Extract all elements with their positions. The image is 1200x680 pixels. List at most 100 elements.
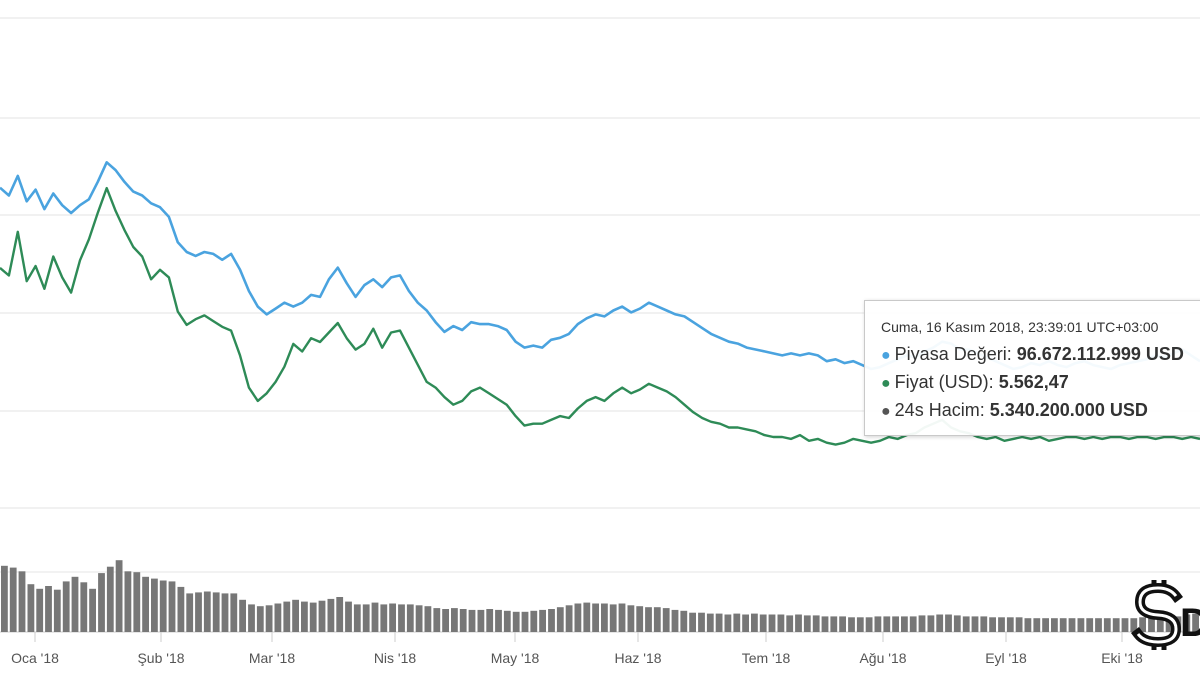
- volume-bar: [812, 615, 820, 632]
- volume-bar: [918, 615, 926, 632]
- volume-bar: [468, 609, 476, 632]
- svg-text:D: D: [1180, 601, 1200, 645]
- volume-bar: [998, 617, 1005, 632]
- volume-bar: [106, 566, 114, 632]
- volume-bar: [698, 612, 705, 632]
- volume-bar: [345, 601, 352, 632]
- volume-bar: [892, 616, 899, 632]
- volume-bar: [830, 616, 838, 632]
- volume-bar: [786, 615, 794, 632]
- tooltip-label: Fiyat (USD): [894, 372, 989, 392]
- volume-bar: [459, 609, 467, 632]
- tooltip-label: 24s Hacim: [894, 400, 980, 420]
- volume-bar: [486, 609, 494, 632]
- volume-bar: [574, 603, 582, 632]
- volume-bar: [45, 586, 52, 632]
- volume-bar: [1192, 613, 1199, 632]
- bitcoin-dollar-logo-icon: D: [1130, 580, 1200, 650]
- volume-bar: [1006, 617, 1014, 632]
- grid-lines: [0, 17, 1200, 633]
- volume-bar: [883, 616, 891, 632]
- volume-bar: [821, 616, 829, 632]
- volume-bar: [971, 616, 979, 632]
- tooltip-row-volume: ● 24s Hacim: 5.340.200.000 USD: [881, 400, 1148, 420]
- volume-bar: [539, 609, 546, 632]
- volume-bars: [1, 560, 1199, 632]
- volume-bar: [89, 588, 96, 632]
- volume-bar: [689, 612, 696, 632]
- volume-bar: [1183, 614, 1191, 632]
- volume-bar: [265, 605, 273, 632]
- volume-bar: [945, 614, 952, 632]
- volume-bar: [645, 607, 652, 632]
- x-tick-label: May '18: [491, 650, 540, 666]
- volume-bar: [1130, 618, 1138, 632]
- volume-bar: [962, 616, 970, 632]
- volume-bar: [151, 578, 158, 632]
- tooltip-row-market-cap: ● Piyasa Değeri: 96.672.112.999 USD: [881, 344, 1184, 364]
- volume-bar: [256, 606, 264, 632]
- volume-bar: [62, 581, 70, 632]
- volume-bar: [451, 608, 458, 632]
- volume-bar: [248, 604, 255, 632]
- tooltip-value: 5.562,47: [998, 372, 1069, 392]
- tooltip-value: 5.340.200.000 USD: [989, 400, 1148, 420]
- volume-bar: [1112, 618, 1120, 632]
- volume-bar: [159, 580, 167, 632]
- volume-bar: [415, 605, 423, 632]
- volume-bar: [1165, 616, 1173, 632]
- volume-bar: [671, 609, 679, 632]
- volume-bar: [1015, 617, 1023, 632]
- volume-bar: [768, 614, 776, 632]
- volume-bar: [168, 581, 176, 632]
- volume-bar: [327, 598, 335, 632]
- volume-bar: [609, 604, 617, 632]
- volume-bar: [1121, 618, 1129, 632]
- volume-bar: [618, 603, 626, 632]
- volume-bar: [301, 601, 308, 632]
- volume-bar: [856, 617, 864, 632]
- x-tick-label: Tem '18: [742, 650, 791, 666]
- volume-bar: [662, 608, 670, 632]
- volume-bar: [803, 615, 811, 632]
- volume-bar: [1042, 618, 1049, 632]
- volume-bar: [1077, 618, 1085, 632]
- volume-bar: [901, 616, 908, 632]
- volume-dot-icon: ●: [881, 403, 891, 420]
- volume-bar: [706, 613, 714, 632]
- volume-bar: [353, 604, 361, 632]
- volume-bar: [71, 576, 79, 632]
- volume-bar: [362, 604, 370, 632]
- volume-bar: [124, 571, 132, 632]
- volume-bar: [980, 616, 988, 632]
- volume-bar: [751, 613, 758, 632]
- volume-bar: [927, 615, 935, 632]
- volume-bar: [715, 613, 723, 632]
- volume-bar: [239, 599, 246, 632]
- volume-bar: [177, 586, 185, 632]
- volume-bar: [98, 573, 105, 632]
- volume-bar: [27, 584, 35, 632]
- volume-bar: [80, 582, 88, 632]
- x-tick-label: Eki '18: [1101, 650, 1143, 666]
- volume-bar: [318, 600, 326, 632]
- volume-bar: [1156, 617, 1164, 632]
- volume-bar: [936, 614, 944, 632]
- volume-bar: [292, 599, 299, 632]
- volume-bar: [521, 611, 529, 632]
- volume-bar: [1068, 618, 1076, 632]
- x-tick-label: Eyl '18: [985, 650, 1027, 666]
- volume-bar: [389, 603, 396, 632]
- volume-bar: [548, 609, 555, 632]
- volume-bar: [336, 597, 344, 632]
- volume-bar: [777, 614, 785, 632]
- volume-bar: [433, 608, 441, 632]
- volume-bar: [1086, 618, 1094, 632]
- volume-bar: [874, 616, 882, 632]
- price-dot-icon: ●: [881, 375, 891, 392]
- volume-bar: [230, 593, 238, 632]
- x-tick-label: Nis '18: [374, 650, 417, 666]
- tooltip-date: Cuma, 16 Kasım 2018, 23:39:01 UTC+03:00: [881, 319, 1159, 335]
- volume-bar: [627, 605, 635, 632]
